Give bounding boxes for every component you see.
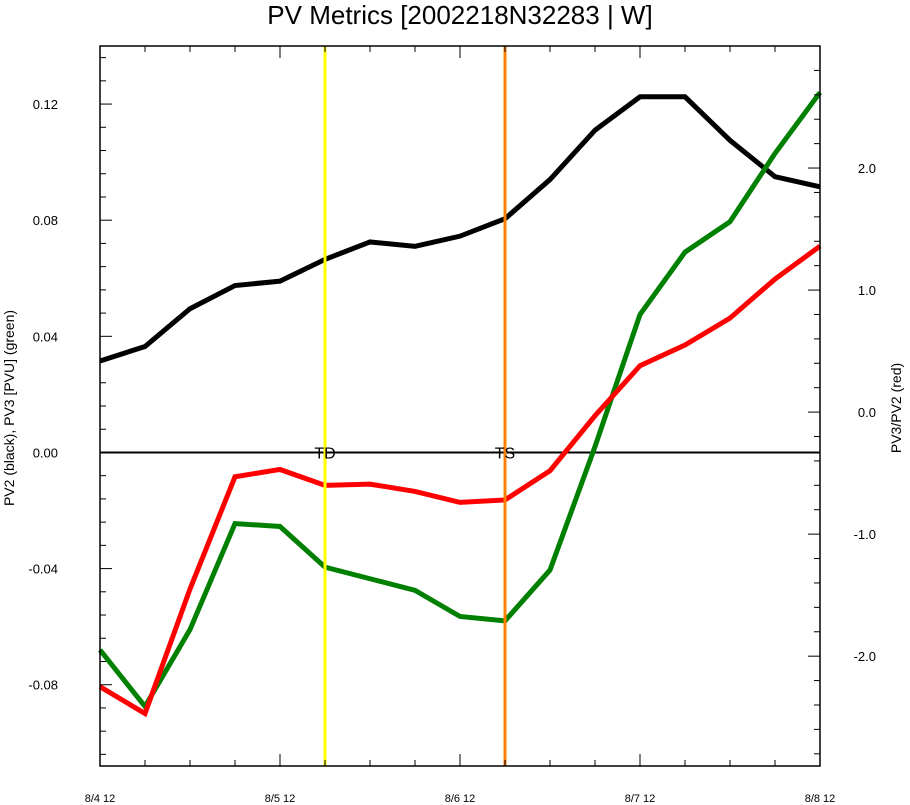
axis-layer: 8/4 12 8/5 12 8/6 12 8/7 12 8/8 12 -0.08 -0.04… [28,45,876,805]
vertical-marker-label-1: TD [314,445,335,462]
series-line-3 [98,244,822,718]
series-layer [98,90,823,718]
series-line-1 [99,94,821,364]
left-tick-label-2: -0.04 [28,562,58,577]
right-y-axis-title: PV3/PV2 (red) [888,363,904,453]
left-tick-label-5: 0.08 [33,213,58,228]
vertical-marker-layer: TD TS [314,46,515,766]
x-tick-label-2: 8/5 12 [265,793,296,805]
series-line-2 [98,90,823,711]
right-tick-label-3: 0.0 [858,405,876,420]
x-tick-label-5: 8/8 12 [805,793,836,805]
left-tick-label-3: 0.00 [33,445,58,460]
right-tick-label-2: -1.0 [854,527,876,542]
left-y-axis-title: PV2 (black), PV3 [PVU] (green) [1,310,17,506]
vertical-marker-label-2: TS [495,445,515,462]
x-tick-label-1: 8/4 12 [85,793,116,805]
left-tick-label-1: -0.08 [28,678,58,693]
x-tick-label-3: 8/6 12 [445,793,476,805]
x-tick-label-4: 8/7 12 [625,793,656,805]
chart-title: PV Metrics [2002218N32283 | W] [267,0,652,30]
left-tick-label-4: 0.04 [33,329,58,344]
right-tick-label-1: -2.0 [854,649,876,664]
left-tick-label-6: 0.12 [33,97,58,112]
right-tick-label-4: 1.0 [858,283,876,298]
right-tick-label-5: 2.0 [858,161,876,176]
